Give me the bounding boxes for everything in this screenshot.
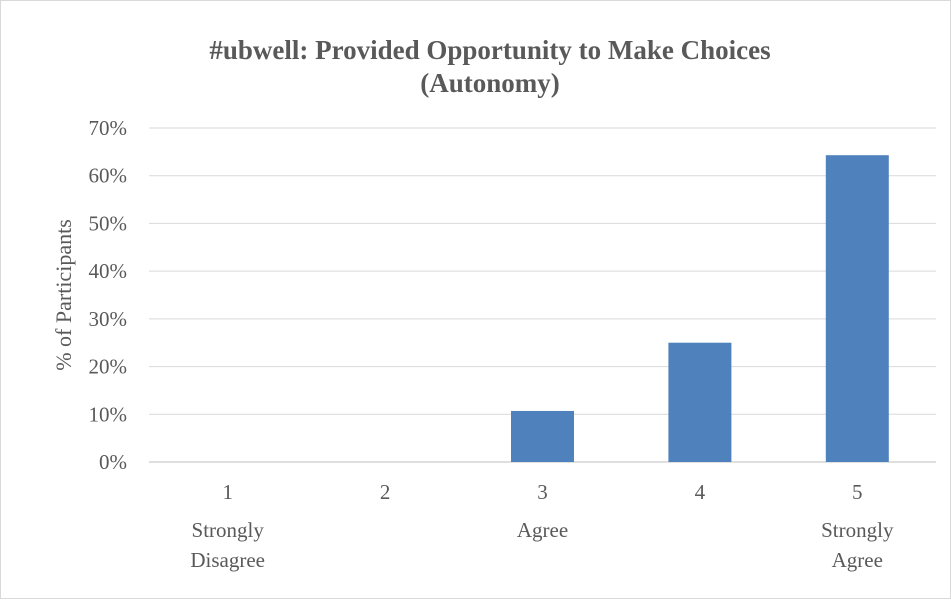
chart-title-line-2: (Autonomy) xyxy=(420,68,560,98)
y-tick-label: 20% xyxy=(89,355,128,379)
y-tick-label: 10% xyxy=(89,402,128,426)
x-tick-label: 2 xyxy=(380,480,391,504)
y-tick-label: 70% xyxy=(89,116,128,140)
x-tick-label: 3 xyxy=(537,480,548,504)
category-sublabel: Strongly xyxy=(821,518,894,542)
bar-5 xyxy=(825,155,889,462)
bar-4 xyxy=(668,342,732,462)
x-tick-label: 5 xyxy=(852,480,863,504)
y-tick-label: 60% xyxy=(89,164,128,188)
y-tick-label: 40% xyxy=(89,259,128,283)
y-axis-label: % of Participants xyxy=(51,219,76,371)
x-tick-label: 4 xyxy=(695,480,706,504)
bar-3 xyxy=(511,410,574,462)
category-sublabel: Disagree xyxy=(190,548,265,572)
category-sublabel: Agree xyxy=(517,518,568,542)
x-tick-label: 1 xyxy=(222,480,233,504)
y-tick-label: 50% xyxy=(89,211,128,235)
chart-title-line-1: #ubwell: Provided Opportunity to Make Ch… xyxy=(209,35,770,65)
y-tick-label: 0% xyxy=(99,450,127,474)
category-sublabel: Strongly xyxy=(192,518,265,542)
category-sublabel: Agree xyxy=(832,548,883,572)
y-tick-label: 30% xyxy=(89,307,128,331)
